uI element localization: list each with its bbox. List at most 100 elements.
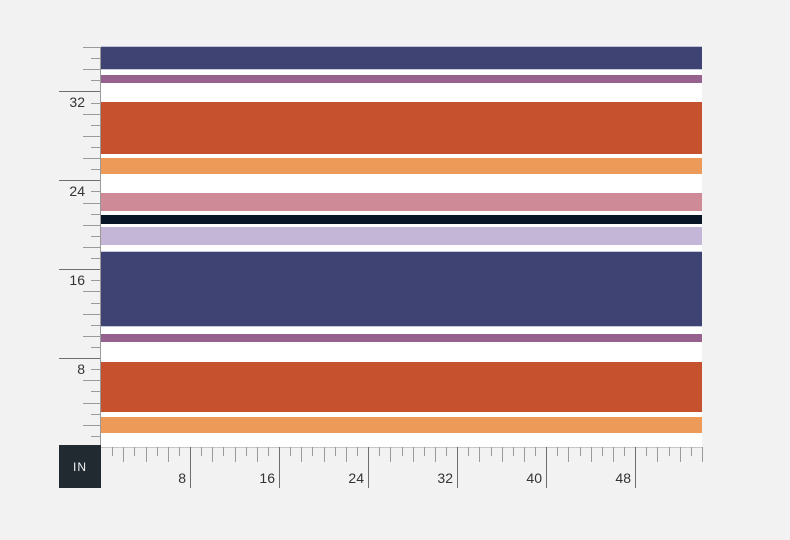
stripe-rust[interactable] bbox=[101, 362, 702, 412]
h-ruler-tick bbox=[702, 447, 703, 462]
h-ruler-tick bbox=[257, 447, 258, 462]
h-ruler-label: 40 bbox=[526, 470, 542, 486]
h-ruler-tick bbox=[324, 447, 325, 462]
v-ruler-tick bbox=[91, 325, 100, 326]
vertical-ruler-edge-line bbox=[100, 47, 101, 447]
stripe-lavender[interactable] bbox=[101, 227, 702, 245]
h-ruler-tick bbox=[646, 447, 647, 456]
h-ruler-tick bbox=[657, 447, 658, 462]
h-ruler-label: 16 bbox=[259, 470, 275, 486]
v-ruler-label: 32 bbox=[69, 94, 85, 110]
v-ruler-tick bbox=[83, 69, 100, 70]
h-ruler-tick bbox=[157, 447, 158, 456]
h-ruler-tick bbox=[413, 447, 414, 462]
h-ruler-tick bbox=[568, 447, 569, 462]
h-ruler-tick bbox=[246, 447, 247, 456]
v-ruler-tick bbox=[91, 436, 100, 437]
v-ruler-tick bbox=[83, 158, 100, 159]
v-ruler-tick bbox=[83, 47, 100, 48]
h-ruler-label: 48 bbox=[615, 470, 631, 486]
h-ruler-tick bbox=[368, 447, 369, 488]
v-ruler-tick bbox=[59, 269, 100, 270]
h-ruler-tick bbox=[546, 447, 547, 488]
v-ruler-label: 16 bbox=[69, 272, 85, 288]
h-ruler-tick bbox=[402, 447, 403, 456]
h-ruler-tick bbox=[212, 447, 213, 462]
pattern-preview-canvas[interactable] bbox=[101, 47, 702, 447]
h-ruler-tick bbox=[669, 447, 670, 456]
h-ruler-tick bbox=[290, 447, 291, 456]
v-ruler-label: 8 bbox=[77, 361, 85, 377]
v-ruler-tick bbox=[59, 358, 100, 359]
unit-toggle-box[interactable]: IN bbox=[59, 445, 101, 488]
h-ruler-tick bbox=[635, 447, 636, 488]
horizontal-ruler-baseline bbox=[101, 447, 702, 448]
v-ruler-tick bbox=[91, 125, 100, 126]
v-ruler-tick bbox=[91, 414, 100, 415]
h-ruler-tick bbox=[557, 447, 558, 456]
stripe-orange[interactable] bbox=[101, 158, 702, 174]
stripe-midnight[interactable] bbox=[101, 215, 702, 224]
stripe-mauve[interactable] bbox=[101, 334, 702, 342]
h-ruler-tick bbox=[134, 447, 135, 456]
h-ruler-tick bbox=[624, 447, 625, 456]
stripe-mauve[interactable] bbox=[101, 75, 702, 83]
h-ruler-tick bbox=[446, 447, 447, 456]
h-ruler-tick bbox=[580, 447, 581, 456]
v-ruler-tick bbox=[91, 258, 100, 259]
stripe-rose[interactable] bbox=[101, 193, 702, 211]
h-ruler-tick bbox=[491, 447, 492, 456]
v-ruler-tick bbox=[91, 103, 100, 104]
h-ruler-tick bbox=[457, 447, 458, 488]
h-ruler-tick bbox=[502, 447, 503, 462]
h-ruler-tick bbox=[235, 447, 236, 462]
h-ruler-tick bbox=[112, 447, 113, 456]
stripe-rust[interactable] bbox=[101, 102, 702, 154]
v-ruler-tick bbox=[91, 303, 100, 304]
h-ruler-tick bbox=[613, 447, 614, 462]
unit-label: IN bbox=[73, 459, 87, 474]
h-ruler-tick bbox=[279, 447, 280, 488]
v-ruler-tick bbox=[91, 214, 100, 215]
v-ruler-tick bbox=[91, 58, 100, 59]
h-ruler-tick bbox=[424, 447, 425, 456]
h-ruler-tick bbox=[201, 447, 202, 456]
v-ruler-tick bbox=[83, 225, 100, 226]
h-ruler-tick bbox=[524, 447, 525, 462]
stripe-orange[interactable] bbox=[101, 417, 702, 433]
v-ruler-tick bbox=[83, 203, 100, 204]
v-ruler-tick bbox=[83, 403, 100, 404]
v-ruler-tick bbox=[91, 191, 100, 192]
h-ruler-tick bbox=[691, 447, 692, 456]
h-ruler-tick bbox=[168, 447, 169, 462]
v-ruler-tick bbox=[91, 347, 100, 348]
v-ruler-label: 24 bbox=[69, 183, 85, 199]
v-ruler-tick bbox=[91, 236, 100, 237]
h-ruler-tick bbox=[190, 447, 191, 488]
v-ruler-tick bbox=[91, 147, 100, 148]
v-ruler-tick bbox=[83, 247, 100, 248]
v-ruler-tick bbox=[83, 314, 100, 315]
h-ruler-label: 32 bbox=[437, 470, 453, 486]
h-ruler-tick bbox=[312, 447, 313, 456]
stripe-navy[interactable] bbox=[101, 252, 702, 326]
h-ruler-tick bbox=[223, 447, 224, 456]
h-ruler-tick bbox=[123, 447, 124, 462]
stripe-navy[interactable] bbox=[101, 47, 702, 69]
h-ruler-tick bbox=[268, 447, 269, 456]
h-ruler-tick bbox=[357, 447, 358, 456]
h-ruler-tick bbox=[513, 447, 514, 456]
h-ruler-tick bbox=[335, 447, 336, 456]
v-ruler-tick bbox=[83, 380, 100, 381]
h-ruler-label: 8 bbox=[178, 470, 186, 486]
v-ruler-tick bbox=[83, 114, 100, 115]
h-ruler-tick bbox=[479, 447, 480, 462]
h-ruler-tick bbox=[346, 447, 347, 462]
h-ruler-tick bbox=[146, 447, 147, 462]
v-ruler-tick bbox=[91, 369, 100, 370]
v-ruler-tick bbox=[83, 136, 100, 137]
h-ruler-tick bbox=[602, 447, 603, 456]
h-ruler-tick bbox=[301, 447, 302, 462]
v-ruler-tick bbox=[59, 91, 100, 92]
